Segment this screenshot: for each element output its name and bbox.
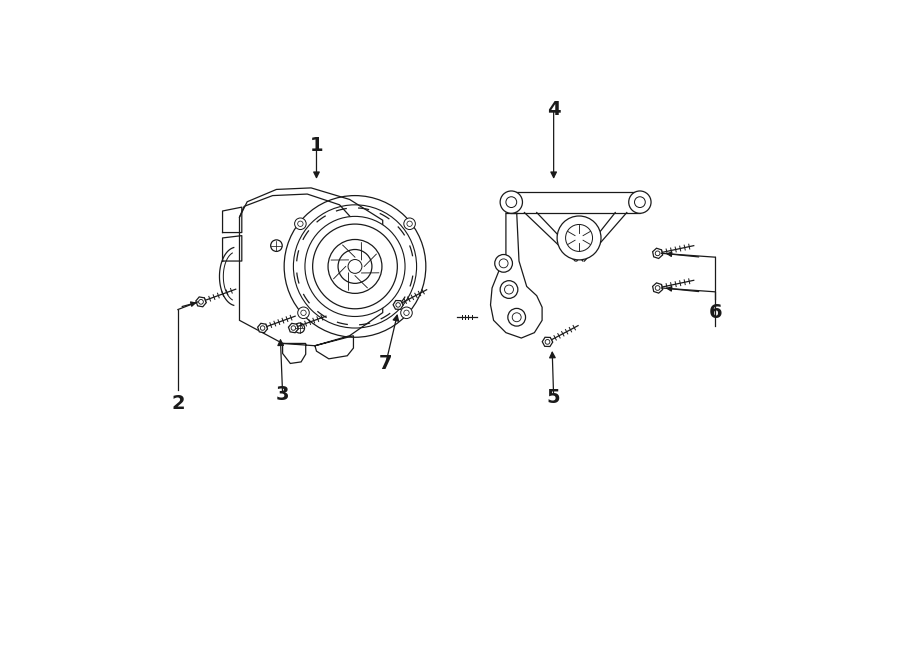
Polygon shape (652, 249, 662, 258)
Circle shape (298, 307, 310, 319)
Text: 5: 5 (547, 388, 561, 407)
Circle shape (305, 216, 405, 317)
Text: 1: 1 (310, 136, 323, 155)
Text: 3: 3 (276, 385, 290, 404)
Polygon shape (509, 192, 640, 213)
Circle shape (400, 307, 412, 319)
Circle shape (557, 216, 601, 260)
Circle shape (508, 309, 526, 326)
Polygon shape (257, 323, 267, 332)
Circle shape (495, 254, 512, 272)
Circle shape (500, 191, 523, 214)
Polygon shape (289, 323, 298, 332)
Polygon shape (543, 337, 553, 346)
Circle shape (629, 191, 651, 214)
Circle shape (328, 239, 382, 293)
Polygon shape (652, 283, 662, 293)
Circle shape (404, 218, 416, 229)
Polygon shape (196, 297, 206, 307)
Text: 4: 4 (547, 100, 561, 119)
Circle shape (284, 196, 426, 337)
Circle shape (294, 218, 306, 229)
Circle shape (500, 281, 518, 298)
Text: 6: 6 (708, 303, 722, 322)
Text: 7: 7 (379, 354, 392, 373)
Polygon shape (393, 301, 403, 309)
Text: 2: 2 (171, 394, 184, 413)
